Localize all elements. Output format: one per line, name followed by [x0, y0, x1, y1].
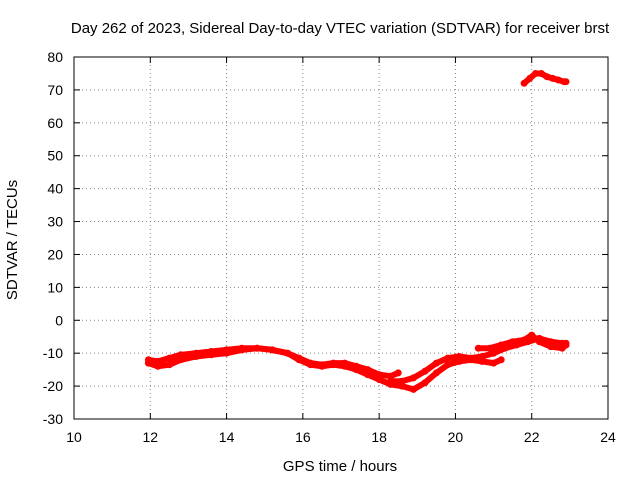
data-point: [562, 78, 570, 86]
series-line-track-d: [475, 332, 569, 352]
data-point: [497, 356, 505, 364]
data-point: [192, 353, 200, 360]
x-tick-label: 16: [295, 429, 311, 445]
data-point: [528, 331, 536, 339]
y-tick-label: 40: [47, 181, 63, 197]
data-point: [421, 367, 429, 375]
x-tick-label: 10: [66, 429, 82, 445]
data-point: [562, 341, 570, 349]
data-point: [432, 369, 440, 377]
data-point: [364, 371, 372, 379]
data-point: [554, 76, 562, 84]
data-point: [474, 344, 482, 352]
data-point: [154, 362, 162, 370]
data-point: [410, 374, 417, 382]
y-tick-label: 30: [47, 214, 63, 230]
data-point: [284, 349, 292, 357]
data-point: [549, 74, 557, 82]
data-point: [520, 79, 528, 87]
plot-frame: [73, 56, 609, 420]
data-point: [398, 382, 406, 390]
data-point: [207, 351, 215, 359]
data-point: [490, 359, 498, 367]
data-point: [490, 349, 498, 357]
data-point: [387, 372, 395, 380]
data-point: [497, 341, 505, 349]
x-tick-label: 22: [524, 429, 540, 445]
axis-ticks: 10 12 14 16 18 20 22 24 -30 -20 -10 0 10 20 30 40 50 60 70…: [43, 49, 616, 445]
data-point: [455, 353, 463, 360]
x-tick-label: 12: [142, 429, 158, 445]
data-point: [307, 361, 314, 369]
data-point: [394, 369, 402, 377]
x-axis-label: GPS time / hours: [283, 458, 397, 475]
y-tick-label: -10: [43, 345, 63, 361]
data-point: [537, 70, 545, 77]
data-point: [165, 361, 173, 369]
data-point: [398, 377, 406, 385]
y-axis-label: SDTVAR / TECUs: [4, 180, 21, 300]
data-point: [387, 377, 395, 385]
data-point: [421, 379, 429, 387]
chart-title: Day 262 of 2023, Sidereal Day-to-day VTE…: [71, 20, 610, 37]
data-point: [177, 356, 185, 364]
data-point: [295, 356, 303, 364]
data-point: [444, 361, 452, 369]
y-tick-label: 10: [47, 279, 63, 295]
data-point: [467, 354, 475, 362]
x-tick-label: 24: [600, 429, 616, 445]
data-point: [532, 70, 539, 77]
y-tick-label: -20: [43, 378, 63, 394]
y-tick-label: 20: [47, 246, 63, 262]
data-point: [535, 338, 543, 346]
data-point: [543, 73, 551, 81]
data-point: [520, 336, 528, 344]
data-point: [444, 354, 452, 362]
x-tick-label: 20: [448, 429, 464, 445]
y-tick-label: -30: [43, 411, 63, 427]
data-point: [432, 359, 440, 367]
data-point: [144, 359, 152, 367]
data-point: [223, 349, 231, 357]
data-point: [329, 361, 337, 369]
data-point: [341, 362, 349, 370]
data-point: [509, 338, 517, 346]
data-point: [238, 346, 246, 354]
data-point: [165, 354, 173, 362]
y-tick-label: 50: [47, 148, 63, 164]
data-series: [144, 70, 570, 393]
x-tick-label: 18: [371, 429, 387, 445]
series-line-track-b: [145, 345, 505, 393]
data-point: [547, 343, 555, 351]
y-tick-label: 80: [47, 49, 63, 65]
data-point: [352, 366, 360, 374]
data-point: [375, 376, 383, 383]
data-point: [253, 344, 261, 352]
y-tick-label: 60: [47, 115, 63, 131]
data-point: [478, 353, 486, 360]
x-tick-label: 14: [219, 429, 235, 445]
data-point: [318, 362, 326, 370]
y-tick-label: 0: [55, 312, 63, 328]
data-point: [526, 74, 534, 82]
grid-lines: [74, 57, 608, 419]
data-point: [268, 346, 276, 354]
data-point: [410, 385, 417, 393]
y-tick-label: 70: [47, 82, 63, 98]
data-point: [486, 344, 494, 352]
